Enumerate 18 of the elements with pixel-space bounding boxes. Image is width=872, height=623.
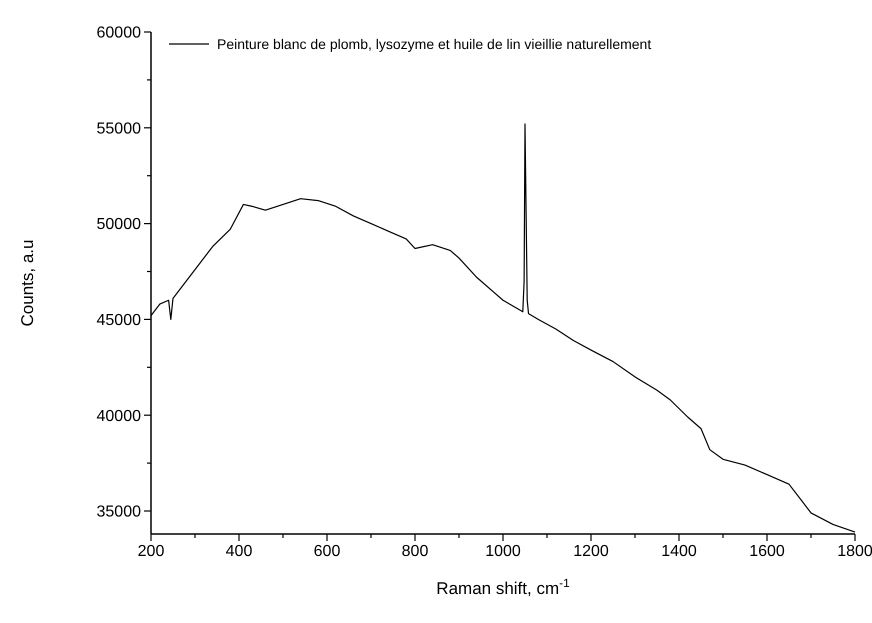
y-axis-title: Counts, a.u: [18, 240, 37, 326]
x-tick-label: 800: [402, 543, 428, 560]
legend-label: Peinture blanc de plomb, lysozyme et huile de lin vieillie naturellement: [217, 36, 652, 52]
x-tick-label: 1800: [837, 543, 872, 560]
x-tick-label: 400: [226, 543, 252, 560]
y-tick-label: 50000: [96, 216, 142, 234]
x-axis-title: Raman shift, cm$^{-1}$: [436, 576, 570, 598]
x-tick-label: 1200: [573, 543, 609, 560]
x-tick-label: 1600: [749, 543, 785, 560]
x-tick-label: 1000: [485, 543, 521, 560]
x-tick-label: 1400: [661, 543, 697, 560]
y-tick-label: 55000: [96, 120, 142, 138]
y-tick-label: 35000: [96, 504, 142, 521]
x-tick-label: 200: [138, 543, 164, 560]
y-tick-label: 60000: [96, 24, 142, 42]
y-tick-label: 45000: [96, 312, 142, 330]
y-tick-label: 40000: [96, 408, 142, 425]
x-tick-label: 600: [314, 543, 340, 560]
